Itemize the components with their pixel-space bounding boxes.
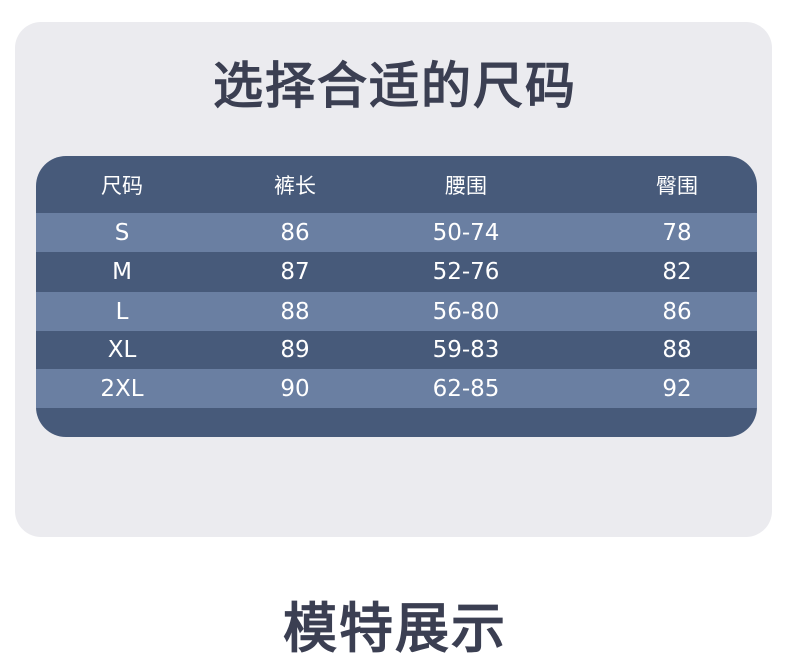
- cell-waist: 59-83: [432, 336, 500, 363]
- cell-length: 90: [280, 375, 310, 402]
- cell-size: XL: [107, 336, 137, 363]
- cell-hip: 86: [662, 298, 692, 325]
- cell-waist: 52-76: [432, 258, 500, 285]
- page-title: 选择合适的尺码: [213, 57, 577, 115]
- table-row: XL 89 59-83 88: [36, 330, 757, 369]
- header-waist: 腰围: [445, 173, 487, 198]
- table-row: M 87 52-76 82: [36, 252, 757, 291]
- cell-waist: 56-80: [432, 298, 500, 325]
- table-row: L 88 56-80 86: [36, 292, 757, 331]
- section-title: 模特展示: [283, 597, 507, 660]
- cell-length: 89: [280, 336, 310, 363]
- cell-size: 2XL: [100, 375, 144, 402]
- cell-length: 87: [280, 258, 310, 285]
- cell-size: S: [114, 219, 130, 246]
- header-hip: 臀围: [656, 173, 698, 198]
- cell-size: M: [112, 258, 132, 285]
- cell-hip: 88: [662, 336, 692, 363]
- cell-hip: 82: [662, 258, 692, 285]
- cell-waist: 50-74: [432, 219, 500, 246]
- header-length: 裤长: [274, 173, 316, 198]
- cell-hip: 78: [662, 219, 692, 246]
- table-row: 2XL 90 62-85 92: [36, 369, 757, 408]
- cell-waist: 62-85: [432, 375, 500, 402]
- table-row: S 86 50-74 78: [36, 213, 757, 252]
- cell-size: L: [115, 298, 129, 325]
- table-header: 尺码 裤长 腰围 臀围: [36, 156, 757, 213]
- cell-length: 86: [280, 219, 310, 246]
- header-size: 尺码: [101, 173, 143, 198]
- cell-hip: 92: [662, 375, 692, 402]
- cell-length: 88: [280, 298, 310, 325]
- size-table: 尺码 裤长 腰围 臀围 S 86 50-74 78 M 87 52-76 82 L 88 56-80…: [36, 156, 757, 437]
